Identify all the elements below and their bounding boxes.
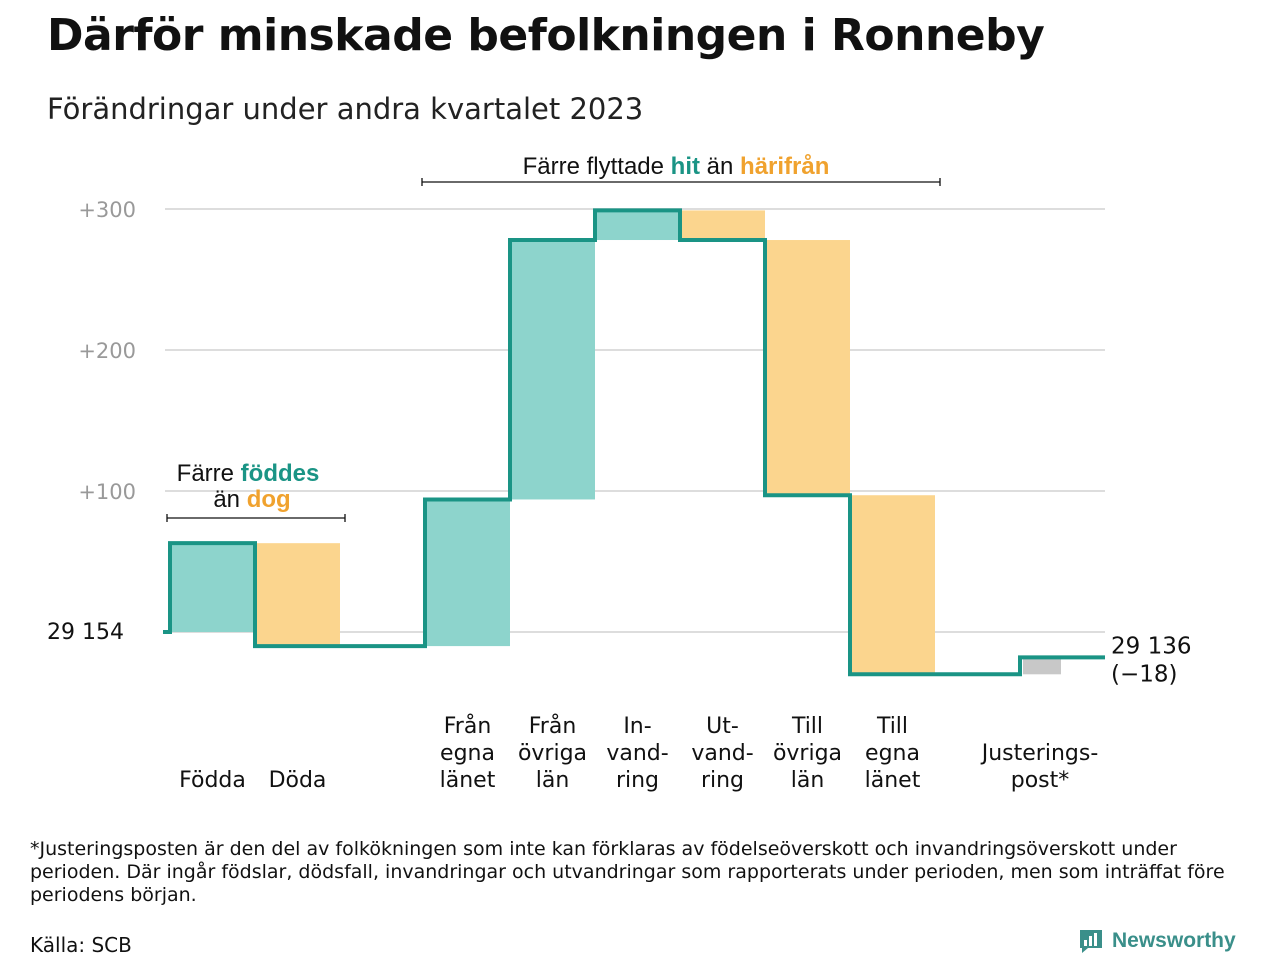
bar-in [170, 543, 255, 632]
category-label: ring [616, 768, 659, 793]
category-label: Födda [179, 768, 246, 793]
bar-in [425, 499, 510, 647]
category-label: vand- [691, 741, 753, 766]
bar-out [765, 240, 850, 496]
waterfall-chart: +100 +200 +300 29 154 29 136(−18) Födda Döda F… [47, 153, 1191, 793]
y-tick-label: +200 [78, 339, 136, 363]
cumulative-line [163, 208, 1105, 677]
bar-adjust [1023, 657, 1061, 675]
annotation-fragment: härifrån [740, 153, 829, 180]
births-annotation-line2: än dog [213, 486, 290, 513]
bar-out [680, 210, 765, 241]
migration-bracket [421, 178, 941, 186]
category-label: län [536, 768, 570, 793]
annotation-fragment: föddes [241, 460, 320, 487]
bar-in [595, 210, 680, 241]
category-label: övriga [773, 741, 842, 766]
end-value-label: 29 136 [1111, 633, 1191, 659]
category-label: In- [623, 714, 651, 739]
bar-out [255, 543, 340, 647]
category-label: Från [529, 713, 577, 739]
bar-out [850, 495, 935, 675]
annotation-fragment: än [700, 153, 740, 180]
category-label: Justerings- [980, 741, 1099, 766]
category-label: post* [1011, 768, 1070, 793]
annotation-fragment: än [213, 486, 246, 513]
category-label: egna [865, 741, 920, 766]
category-label: Från [444, 713, 492, 739]
category-label: egna [440, 741, 495, 766]
footnote: *Justeringsposten är den del av folkökni… [30, 838, 1225, 906]
category-label: Döda [269, 768, 327, 793]
births-annotation-line1: Färre föddes [177, 460, 320, 487]
brand-name: Newsworthy [1112, 929, 1236, 952]
y-tick-label: +100 [78, 480, 136, 504]
category-label: Till [791, 714, 823, 739]
births-bracket [166, 514, 346, 522]
chart-title: Därför minskade befolkningen i Ronneby [47, 10, 1045, 61]
category-label: vand- [606, 741, 668, 766]
chart-subtitle: Förändringar under andra kvartalet 2023 [47, 92, 644, 126]
y-tick-label: +300 [78, 198, 136, 222]
cumulative-step-line [163, 208, 1105, 677]
source-note: Källa: SCB [30, 933, 132, 957]
annotation-fragment: Färre flyttade [523, 153, 671, 180]
category-label: ring [701, 768, 744, 793]
annotation-fragment: dog [247, 486, 291, 513]
brand-logo: Newsworthy [1078, 928, 1236, 954]
category-label: Ut- [706, 714, 739, 739]
category-label: länet [440, 768, 496, 793]
bar-in [510, 240, 595, 500]
migration-annotation: Färre flyttade hit än härifrån [523, 153, 830, 180]
category-label: Till [876, 714, 908, 739]
category-label: län [791, 768, 825, 793]
category-label: länet [865, 768, 921, 793]
newsworthy-logo-icon [1080, 930, 1102, 953]
annotation-fragment: Färre [177, 460, 241, 487]
end-change-label: (−18) [1111, 661, 1177, 687]
annotation-fragment: hit [671, 153, 700, 180]
start-value-label: 29 154 [47, 620, 124, 645]
bars [170, 210, 1061, 675]
category-label: övriga [518, 741, 587, 766]
